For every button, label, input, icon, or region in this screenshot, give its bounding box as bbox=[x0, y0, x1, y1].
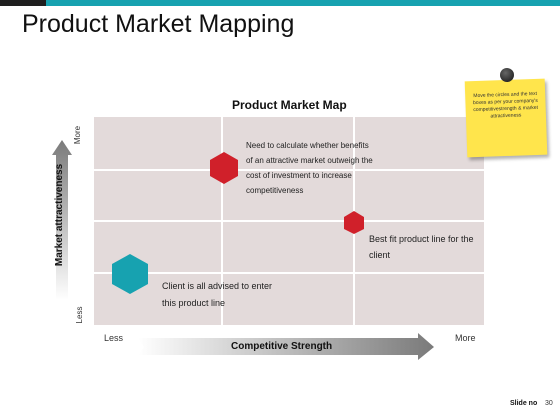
x-axis-more-label: More bbox=[455, 333, 476, 343]
grid-line-h1 bbox=[94, 169, 484, 171]
callout-top-line: competitiveness bbox=[246, 186, 304, 195]
callout-top-line: cost of investment to increase bbox=[246, 171, 352, 180]
slide-title: Product Market Mapping bbox=[22, 10, 295, 38]
grid-line-v1 bbox=[221, 117, 223, 325]
y-axis-more-label: More bbox=[73, 125, 82, 145]
callout-right-line: client bbox=[369, 250, 391, 260]
y-axis-less-label: Less bbox=[75, 306, 84, 324]
callout-bottom-line: Client is all advised to enter bbox=[162, 281, 273, 291]
callout-bottom-line: this product line bbox=[162, 298, 226, 308]
top-accent-bar-dark bbox=[0, 0, 46, 6]
grid-line-h3 bbox=[94, 272, 484, 274]
sticky-note-text: Move the circles and the text boxes as p… bbox=[472, 90, 539, 120]
x-axis-title: Competitive Strength bbox=[231, 341, 333, 352]
grid-line-h2 bbox=[94, 220, 484, 222]
callout-right-line: Best fit product line for the bbox=[369, 234, 474, 244]
pushpin-icon bbox=[500, 68, 514, 82]
y-axis-title: Market attractiveness bbox=[54, 163, 65, 267]
sticky-note: Move the circles and the text boxes as p… bbox=[464, 78, 548, 158]
x-axis-less-label: Less bbox=[104, 333, 124, 343]
callout-bottom[interactable]: Client is all advised to enter this prod… bbox=[162, 278, 272, 312]
callout-top-line: of an attractive market outweigh the bbox=[246, 156, 373, 165]
slide-number-label: Slide no bbox=[510, 400, 538, 407]
callout-top[interactable]: Need to calculate whether benefits of an… bbox=[246, 138, 373, 198]
slide-number: 30 bbox=[545, 400, 553, 407]
map-title: Product Market Map bbox=[232, 98, 347, 112]
top-accent-bar-teal bbox=[46, 0, 560, 6]
callout-right[interactable]: Best fit product line for the client bbox=[369, 231, 474, 263]
callout-top-line: Need to calculate whether benefits bbox=[246, 141, 369, 150]
